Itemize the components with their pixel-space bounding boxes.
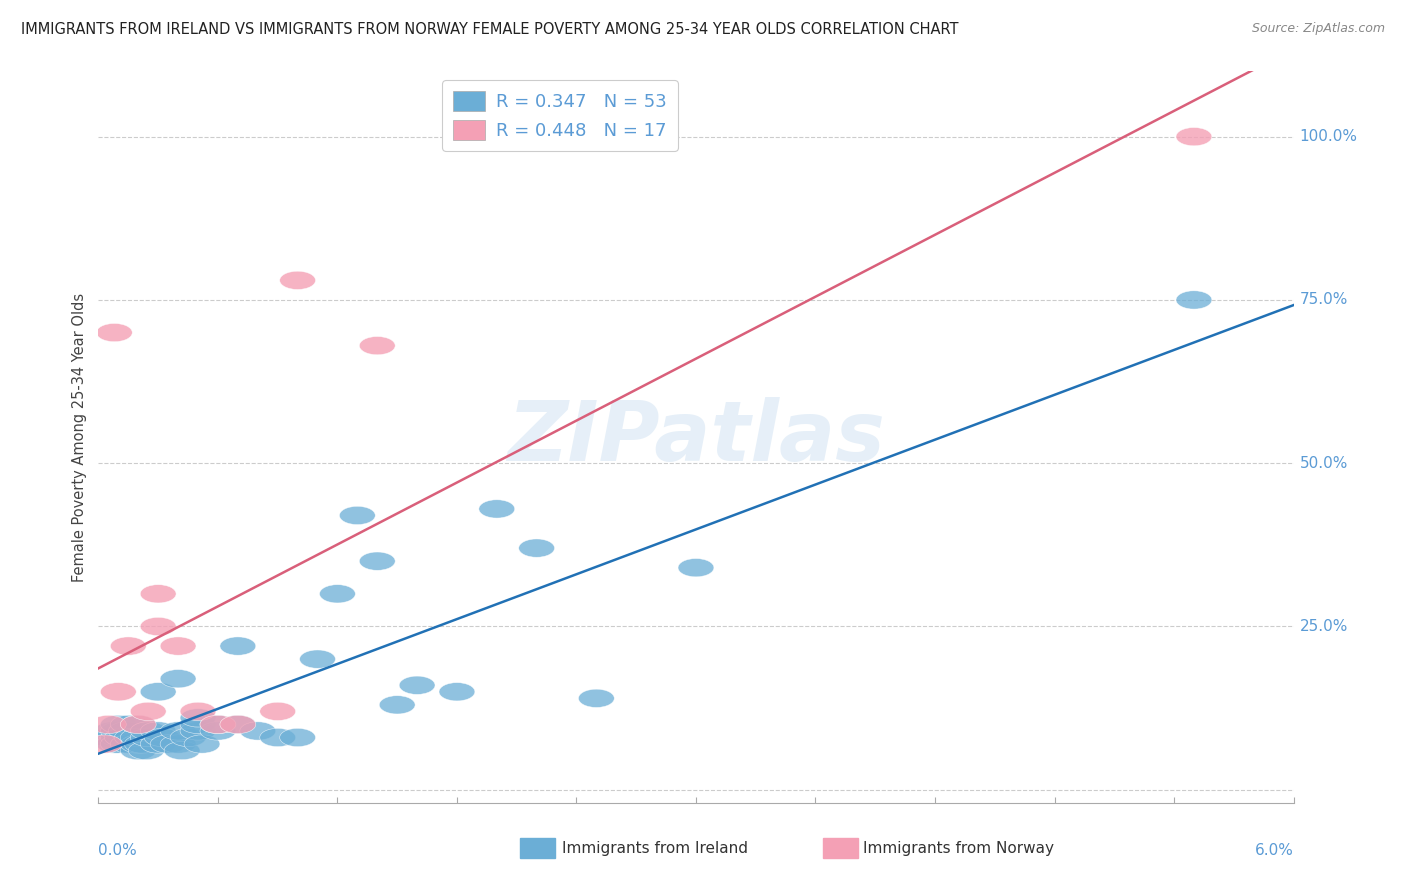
Ellipse shape xyxy=(165,741,200,760)
Text: 25.0%: 25.0% xyxy=(1299,619,1348,634)
Ellipse shape xyxy=(121,715,156,733)
Ellipse shape xyxy=(399,676,434,694)
Ellipse shape xyxy=(141,617,176,636)
Text: 50.0%: 50.0% xyxy=(1299,456,1348,471)
Ellipse shape xyxy=(219,637,256,656)
Ellipse shape xyxy=(110,735,146,753)
Ellipse shape xyxy=(160,670,195,688)
Legend: R = 0.347   N = 53, R = 0.448   N = 17: R = 0.347 N = 53, R = 0.448 N = 17 xyxy=(441,80,678,151)
Ellipse shape xyxy=(180,715,217,733)
Ellipse shape xyxy=(97,324,132,342)
Text: ZIPatlas: ZIPatlas xyxy=(508,397,884,477)
Ellipse shape xyxy=(114,729,150,747)
Ellipse shape xyxy=(160,637,195,656)
Ellipse shape xyxy=(104,729,141,747)
Text: Immigrants from Ireland: Immigrants from Ireland xyxy=(562,841,748,855)
Ellipse shape xyxy=(678,558,714,577)
Ellipse shape xyxy=(100,729,136,747)
Ellipse shape xyxy=(180,702,217,721)
Ellipse shape xyxy=(184,735,219,753)
Ellipse shape xyxy=(100,715,136,733)
Ellipse shape xyxy=(360,336,395,355)
Ellipse shape xyxy=(339,507,375,524)
Ellipse shape xyxy=(97,735,132,753)
Text: Source: ZipAtlas.com: Source: ZipAtlas.com xyxy=(1251,22,1385,36)
Ellipse shape xyxy=(141,722,176,740)
Ellipse shape xyxy=(170,729,207,747)
Y-axis label: Female Poverty Among 25-34 Year Olds: Female Poverty Among 25-34 Year Olds xyxy=(72,293,87,582)
Ellipse shape xyxy=(121,741,156,760)
Ellipse shape xyxy=(180,709,217,727)
Ellipse shape xyxy=(110,715,146,733)
Ellipse shape xyxy=(439,682,475,701)
Ellipse shape xyxy=(145,729,180,747)
Ellipse shape xyxy=(260,729,295,747)
Ellipse shape xyxy=(180,722,217,740)
Ellipse shape xyxy=(110,637,146,656)
Ellipse shape xyxy=(260,702,295,721)
Ellipse shape xyxy=(240,722,276,740)
Ellipse shape xyxy=(299,650,336,668)
Ellipse shape xyxy=(121,715,156,733)
Ellipse shape xyxy=(100,735,136,753)
Ellipse shape xyxy=(108,722,145,740)
Ellipse shape xyxy=(1175,128,1212,145)
Ellipse shape xyxy=(150,735,186,753)
Text: IMMIGRANTS FROM IRELAND VS IMMIGRANTS FROM NORWAY FEMALE POVERTY AMONG 25-34 YEA: IMMIGRANTS FROM IRELAND VS IMMIGRANTS FR… xyxy=(21,22,959,37)
Ellipse shape xyxy=(94,722,131,740)
Ellipse shape xyxy=(124,735,160,753)
Ellipse shape xyxy=(578,690,614,707)
Text: Immigrants from Norway: Immigrants from Norway xyxy=(863,841,1054,855)
Ellipse shape xyxy=(121,729,156,747)
Ellipse shape xyxy=(100,682,136,701)
Ellipse shape xyxy=(380,696,415,714)
Ellipse shape xyxy=(360,552,395,570)
Ellipse shape xyxy=(141,735,176,753)
Text: 0.0%: 0.0% xyxy=(98,843,138,858)
Ellipse shape xyxy=(141,584,176,603)
Ellipse shape xyxy=(1175,291,1212,310)
Text: 75.0%: 75.0% xyxy=(1299,293,1348,308)
Text: 100.0%: 100.0% xyxy=(1299,129,1358,145)
Ellipse shape xyxy=(280,271,315,290)
Ellipse shape xyxy=(200,715,236,733)
Ellipse shape xyxy=(219,715,256,733)
Ellipse shape xyxy=(200,715,236,733)
Ellipse shape xyxy=(319,584,356,603)
Ellipse shape xyxy=(219,715,256,733)
Ellipse shape xyxy=(280,729,315,747)
Ellipse shape xyxy=(90,729,127,747)
Ellipse shape xyxy=(131,722,166,740)
Ellipse shape xyxy=(200,722,236,740)
Ellipse shape xyxy=(160,735,195,753)
Ellipse shape xyxy=(479,500,515,518)
Ellipse shape xyxy=(90,715,127,733)
Ellipse shape xyxy=(131,702,166,721)
Ellipse shape xyxy=(128,741,165,760)
Ellipse shape xyxy=(100,722,136,740)
Text: 6.0%: 6.0% xyxy=(1254,843,1294,858)
Ellipse shape xyxy=(87,735,122,753)
Ellipse shape xyxy=(141,682,176,701)
Ellipse shape xyxy=(121,735,156,753)
Ellipse shape xyxy=(519,539,554,558)
Ellipse shape xyxy=(160,722,195,740)
Ellipse shape xyxy=(131,729,166,747)
